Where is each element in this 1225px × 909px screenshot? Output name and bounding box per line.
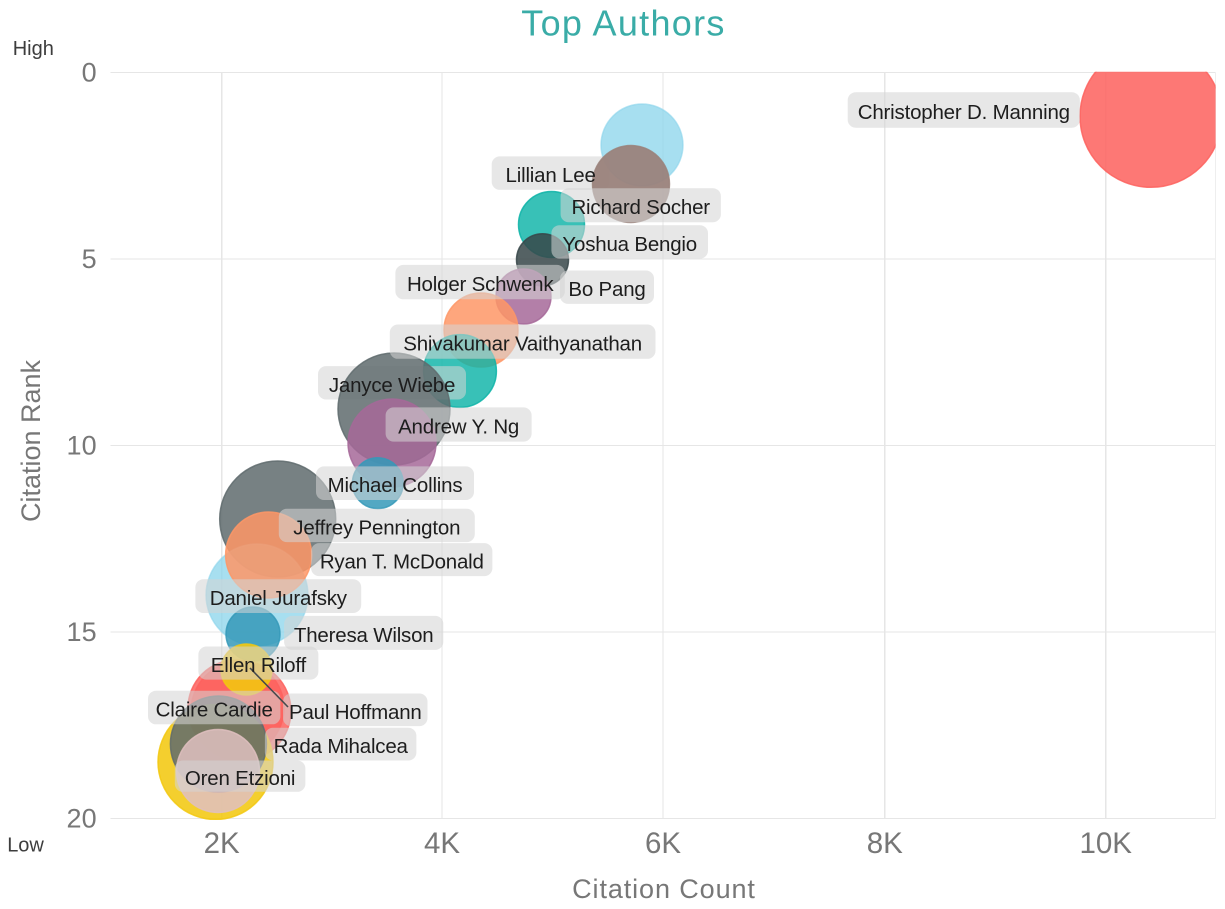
svg-text:Rada Mihalcea: Rada Mihalcea [274, 735, 409, 758]
svg-text:Ryan T. McDonald: Ryan T. McDonald [320, 551, 484, 574]
svg-text:4K: 4K [424, 827, 460, 860]
svg-text:Janyce Wiebe: Janyce Wiebe [329, 374, 455, 397]
svg-text:8K: 8K [867, 827, 903, 860]
svg-text:Shivakumar Vaithyanathan: Shivakumar Vaithyanathan [403, 333, 642, 356]
svg-text:20: 20 [67, 803, 97, 833]
svg-text:Low: Low [7, 835, 44, 857]
svg-text:Lillian Lee: Lillian Lee [506, 164, 596, 187]
svg-text:Citation Rank: Citation Rank [16, 359, 46, 522]
svg-text:Top Authors: Top Authors [521, 3, 725, 44]
svg-text:0: 0 [82, 58, 97, 88]
svg-text:Oren Etzioni: Oren Etzioni [185, 767, 295, 790]
svg-text:Andrew Y. Ng: Andrew Y. Ng [398, 416, 519, 439]
svg-text:Yoshua Bengio: Yoshua Bengio [562, 233, 697, 256]
svg-text:Theresa Wilson: Theresa Wilson [294, 624, 434, 647]
svg-text:10K: 10K [1079, 827, 1132, 860]
svg-text:Paul Hoffmann: Paul Hoffmann [289, 701, 422, 724]
svg-text:Claire Cardie: Claire Cardie [156, 699, 273, 722]
svg-text:Citation Count: Citation Count [572, 874, 756, 904]
svg-text:6K: 6K [645, 827, 681, 860]
svg-text:Holger Schwenk: Holger Schwenk [407, 273, 554, 296]
svg-text:Michael Collins: Michael Collins [328, 474, 463, 497]
svg-text:Christopher D. Manning: Christopher D. Manning [858, 101, 1070, 124]
svg-text:Daniel Jurafsky: Daniel Jurafsky [210, 587, 348, 610]
svg-text:Ellen Riloff: Ellen Riloff [211, 654, 307, 677]
svg-text:Richard Socher: Richard Socher [571, 196, 710, 219]
svg-text:Bo Pang: Bo Pang [568, 278, 645, 301]
svg-text:2K: 2K [204, 827, 240, 860]
svg-text:Jeffrey Pennington: Jeffrey Pennington [293, 517, 460, 540]
svg-text:15: 15 [67, 617, 97, 647]
svg-text:10: 10 [67, 431, 97, 461]
svg-text:High: High [13, 38, 54, 60]
svg-text:5: 5 [82, 244, 97, 274]
